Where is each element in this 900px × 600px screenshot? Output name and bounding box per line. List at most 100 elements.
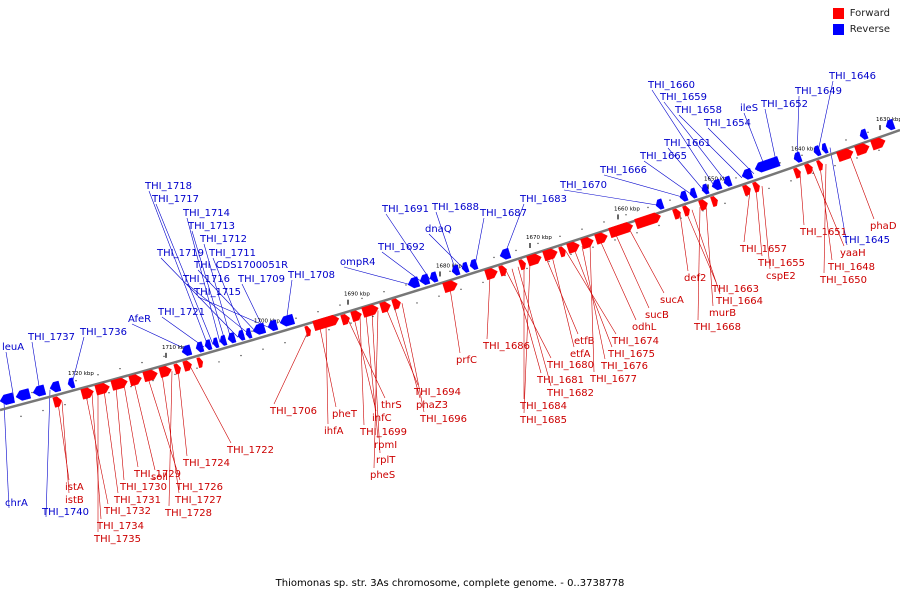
scale-minor-dot [537, 242, 539, 245]
scale-minor-dot [20, 415, 22, 418]
reverse-gene-arrow [499, 247, 512, 260]
forward-gene-label: THI_1734 [96, 521, 144, 532]
reverse-gene-arrow [15, 388, 32, 401]
forward-gene-label: THI_1655 [757, 258, 805, 269]
reverse-gene-label: THI_1713 [187, 221, 235, 232]
label-leader-line [31, 341, 41, 393]
forward-gene-arrow [94, 382, 110, 396]
genome-caption: Thiomonas sp. str. 3As chromosome, compl… [275, 578, 625, 589]
scale-minor-dot [449, 270, 451, 273]
label-leader-line [817, 80, 834, 152]
forward-gene-arrow [542, 248, 558, 262]
reverse-gene-arrow [754, 156, 781, 173]
label-leader-line [796, 95, 800, 160]
reverse-gene-label: THI_1708 [287, 270, 335, 281]
scale-minor-dot [856, 157, 858, 159]
label-leader-line [523, 262, 531, 414]
label-leader-line [123, 384, 139, 468]
scale-minor-dot [636, 232, 638, 234]
scale-minor-dot [614, 239, 616, 241]
scale-minor-dot [251, 330, 253, 332]
forward-gene-label: pheS [370, 470, 395, 481]
forward-gene-label: etfA [570, 349, 591, 360]
label-leader-line [663, 101, 728, 184]
forward-gene-label: istB [65, 495, 84, 506]
forward-gene-label: infC [372, 413, 392, 424]
forward-gene-label: THI_1735 [93, 534, 141, 545]
label-leader-lines [3, 80, 875, 532]
label-leader-line [679, 213, 689, 272]
label-leader-line [599, 240, 637, 321]
reverse-gene-label: THI_1683 [519, 194, 567, 205]
scale-minor-dot [845, 139, 847, 141]
scale-minor-dot [383, 291, 385, 293]
reverse-gene-label: THI_1646 [828, 71, 876, 82]
forward-gene-arrow [379, 301, 391, 314]
legend-reverse: Reverse [832, 24, 890, 35]
reverse-gene-arrow [279, 313, 296, 327]
forward-gene-arrow [682, 205, 690, 217]
scale-minor-dot [240, 354, 242, 357]
forward-gene-label: yaaH [840, 248, 866, 259]
scale-minor-dot [339, 304, 341, 306]
reverse-gene-arrow [67, 377, 76, 389]
label-leader-line [191, 230, 226, 342]
forward-gene-label: THI_1650 [819, 275, 867, 286]
label-leader-line [449, 288, 461, 354]
forward-gene-arrow [128, 374, 142, 387]
forward-gene-label: THI_1677 [589, 374, 637, 385]
scale-minor-dot [647, 206, 649, 209]
reverse-gene-arrow [219, 334, 228, 346]
label-leader-line [545, 257, 579, 335]
forward-gene-arrow [484, 268, 498, 281]
label-leader-line [428, 233, 465, 270]
reverse-gene-arrow [461, 261, 470, 273]
forward-strand-arrows [52, 137, 886, 408]
label-leader-line [667, 147, 705, 191]
reverse-gene-label: THI_1715 [193, 287, 241, 298]
label-leader-line [103, 390, 119, 494]
forward-gene-label: soll [151, 472, 168, 483]
forward-gene-label: THI_1686 [482, 341, 530, 352]
reverse-gene-arrow [793, 151, 803, 163]
scale-minor-dot [295, 317, 297, 319]
forward-gene-label: phaZ3 [416, 400, 448, 411]
reverse-gene-label: ileS [740, 103, 758, 114]
label-leader-line [91, 393, 102, 520]
label-leader-line [573, 248, 613, 348]
scale-minor-dot [284, 342, 286, 344]
reverse-gene-arrow [885, 118, 896, 131]
forward-gene-label: THI_1664 [715, 296, 763, 307]
forward-gene-arrow [350, 310, 362, 322]
forward-gene-label: rpmI [374, 440, 397, 451]
scale-minor-dot [460, 288, 462, 291]
scale-minor-dot [42, 409, 44, 412]
reverse-gene-arrow [723, 175, 733, 187]
legend: Forward Reverse [832, 8, 890, 40]
reverse-gene-label: AfeR [128, 314, 151, 325]
label-leader-line [629, 230, 665, 294]
forward-gene-label: sucB [645, 310, 669, 321]
scale-minor-dot [581, 228, 583, 230]
label-leader-line [3, 401, 10, 509]
forward-gene-label: cspE2 [766, 271, 796, 282]
label-leader-line [189, 365, 232, 444]
forward-gene-arrow [634, 212, 661, 230]
forward-gene-arrow [442, 280, 458, 294]
label-leader-line [761, 186, 771, 270]
reverse-gene-label: THI_1711 [208, 248, 256, 259]
forward-gene-arrow [361, 304, 379, 318]
label-leader-line [325, 326, 329, 425]
forward-gene-label: THI_1663 [711, 284, 759, 295]
label-leader-line [385, 213, 431, 280]
label-leader-line [359, 316, 365, 426]
forward-gene-label: etfB [574, 336, 595, 347]
scale-minor-dot [669, 199, 671, 201]
forward-gene-label: ihfA [324, 426, 344, 437]
label-leader-line [799, 172, 805, 226]
label-leader-line [241, 283, 265, 330]
forward-gene-arrow [182, 360, 192, 372]
reverse-gene-label: THI_1691 [381, 204, 429, 215]
scale-tick-label: 1670 kbp [526, 235, 552, 241]
label-leader-line [849, 155, 875, 220]
